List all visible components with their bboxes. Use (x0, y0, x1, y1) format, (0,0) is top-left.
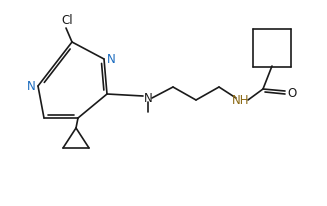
Text: N: N (26, 80, 35, 92)
Text: O: O (287, 87, 297, 99)
Text: N: N (144, 91, 152, 104)
Text: NH: NH (232, 94, 250, 107)
Text: Cl: Cl (61, 14, 73, 27)
Text: N: N (107, 53, 115, 66)
